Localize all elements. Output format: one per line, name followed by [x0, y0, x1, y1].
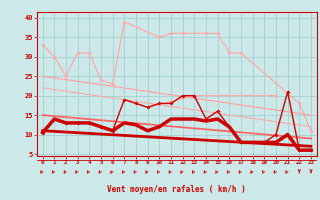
X-axis label: Vent moyen/en rafales ( km/h ): Vent moyen/en rafales ( km/h ) [108, 185, 246, 194]
